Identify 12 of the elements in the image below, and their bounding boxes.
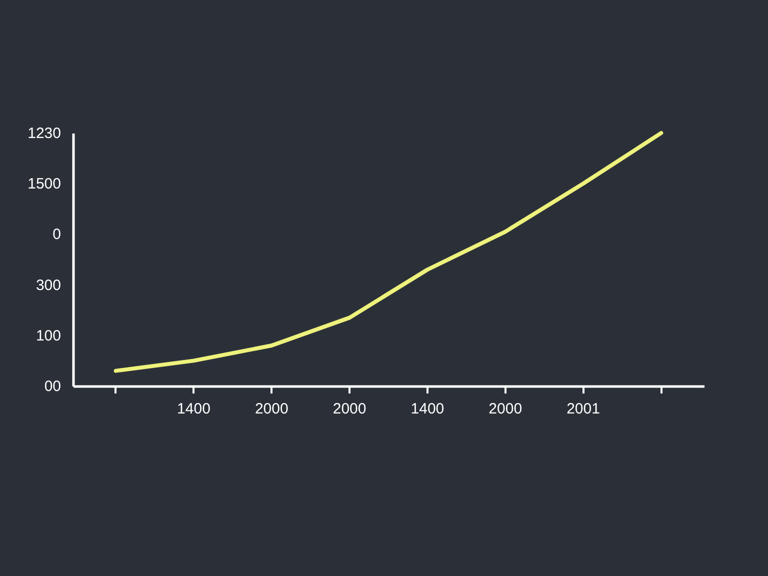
text: 100 (36, 327, 61, 344)
x-tick-label: 1400 (177, 400, 210, 418)
text: 300 (36, 276, 61, 294)
text: 1500 (28, 176, 61, 193)
x-tick-label: 1400 (410, 400, 444, 418)
x-tick-label: 2000 (254, 400, 288, 418)
text: 00 (44, 378, 61, 395)
text: 1230 (28, 125, 61, 142)
x-tick-label: 2000 (332, 400, 366, 418)
text: 0 (52, 226, 61, 244)
x-tick-label: 2001 (566, 400, 600, 418)
x-tick-label: 2000 (488, 400, 522, 418)
